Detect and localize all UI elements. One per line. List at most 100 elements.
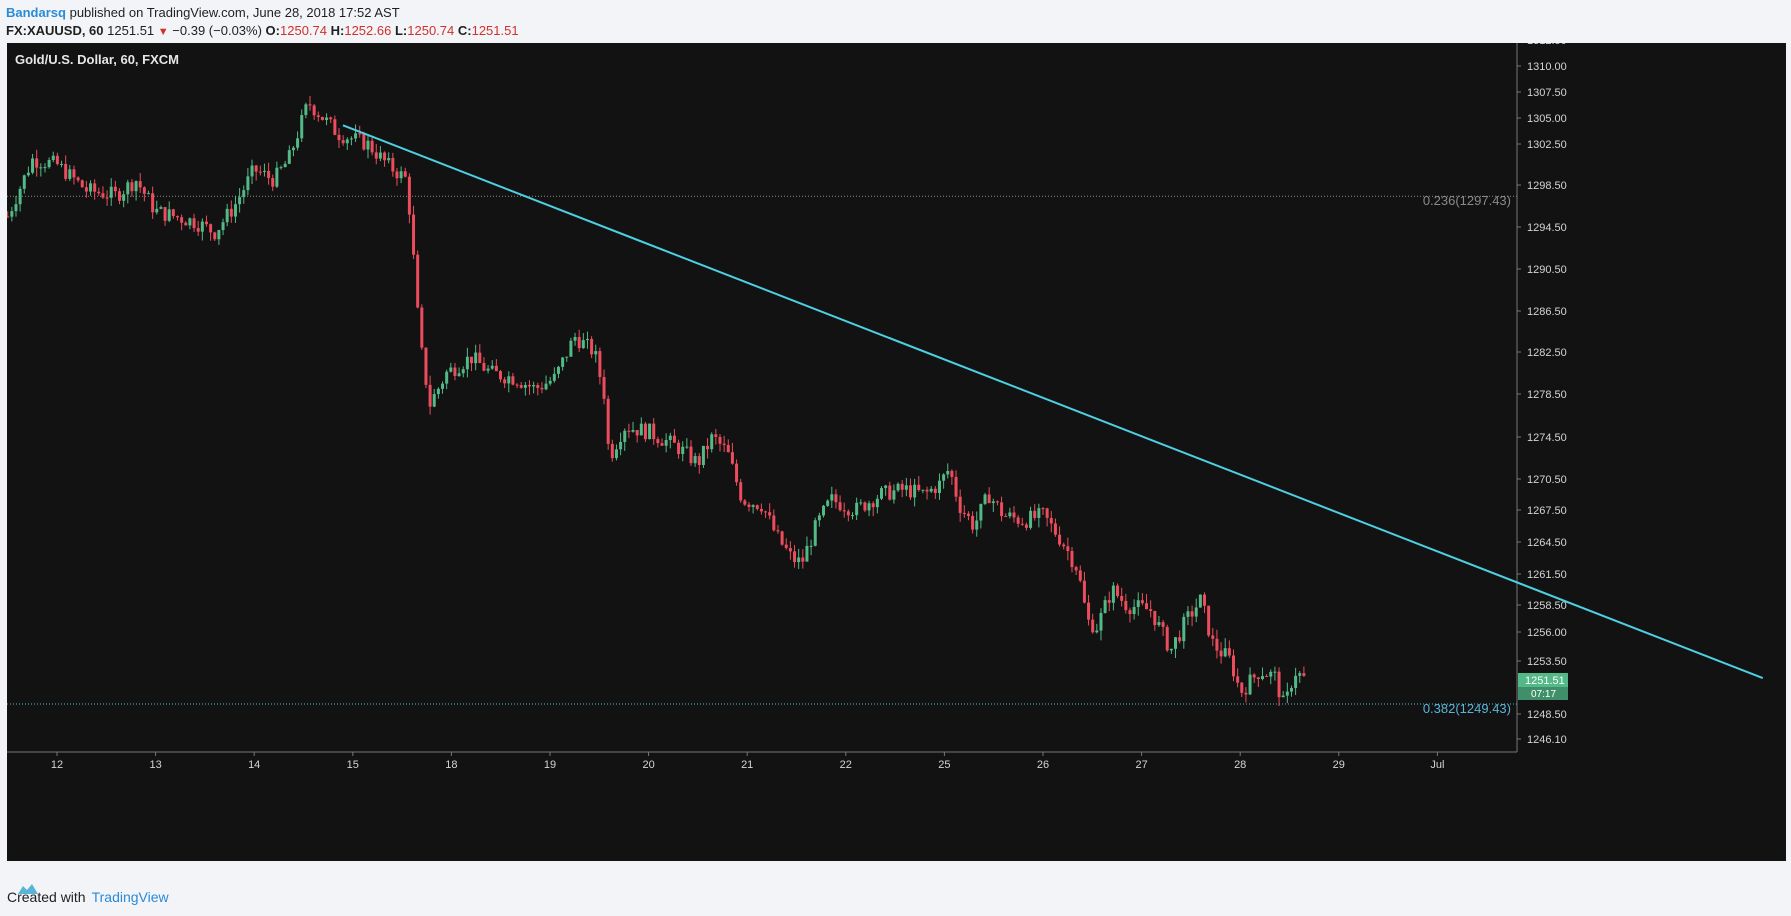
candle-body [1186, 611, 1190, 617]
candle-body [267, 170, 271, 179]
candle-body [192, 218, 196, 229]
candle-body [304, 104, 308, 116]
candle-body [958, 496, 962, 513]
candle-body [134, 181, 138, 192]
candle-body [1120, 595, 1124, 601]
candle-body [84, 187, 88, 192]
candle-body [975, 520, 979, 530]
candle-body [441, 383, 445, 389]
candle-body [652, 423, 656, 440]
candle-body [892, 490, 896, 500]
candle-body [548, 380, 552, 384]
y-tick-label: 1261.50 [1527, 569, 1567, 581]
tradingview-brand-link[interactable]: TradingView [91, 889, 169, 905]
candle-body [1174, 637, 1178, 649]
candle-body [1128, 610, 1132, 615]
candle-body [544, 383, 548, 390]
chart-area[interactable]: 1312.50 1310.00 1307.50 1305.00 1302.50 1298.… [7, 43, 1786, 861]
candle-body [822, 505, 826, 516]
candle-body [428, 384, 432, 407]
candle-body [929, 488, 933, 492]
close-value: 1251.51 [471, 23, 519, 38]
candle-body [610, 443, 614, 459]
y-tick-label: 1282.50 [1527, 347, 1567, 359]
candle-body [697, 456, 701, 466]
candle-body [113, 186, 117, 192]
candle-body [1078, 570, 1082, 581]
candle-body [180, 217, 184, 223]
candle-body [639, 423, 643, 436]
candle-body [1281, 695, 1285, 698]
candle-body [291, 147, 295, 151]
candle-body [532, 385, 536, 387]
candle-body [991, 501, 995, 504]
candle-body [685, 446, 689, 448]
last-price: 1251.51 [107, 23, 155, 38]
candle-body [817, 515, 821, 521]
chart-title: Gold/U.S. Dollar, 60, FXCM [15, 52, 179, 67]
candle-body [68, 169, 72, 179]
candle-body [693, 456, 697, 464]
candle-body [908, 485, 912, 498]
y-tick-label: 1294.50 [1527, 222, 1567, 234]
candle-body [966, 513, 970, 516]
candle-body [1285, 691, 1289, 696]
candle-body [499, 371, 503, 380]
candle-body [788, 547, 792, 552]
fib-level-label: 0.382(1249.43) [1423, 701, 1511, 716]
candle-body [950, 470, 954, 477]
candle-body [1000, 502, 1004, 517]
candle-body [1289, 687, 1293, 692]
candle-body [163, 207, 167, 221]
candle-body [1198, 594, 1202, 608]
candle-body [851, 515, 855, 517]
candle-body [47, 160, 51, 168]
high-label: H: [330, 23, 345, 38]
candle-body [465, 356, 469, 370]
candle-body [942, 474, 946, 481]
candle-body [287, 150, 291, 164]
high-value: 1252.66 [344, 23, 392, 38]
candle-body [1095, 630, 1099, 633]
candle-body [105, 197, 109, 199]
candle-body [312, 105, 316, 116]
candle-body [76, 177, 80, 181]
candle-body [26, 172, 30, 176]
candle-body [130, 182, 134, 192]
author-link[interactable]: Bandarsq [6, 5, 66, 20]
candle-body [511, 376, 515, 385]
candle-body [470, 356, 474, 364]
candle-body [337, 134, 341, 141]
candle-body [213, 232, 217, 240]
candle-body [1087, 602, 1091, 620]
candle-body [565, 356, 569, 358]
candle-body [399, 171, 403, 179]
candle-body [51, 155, 55, 161]
candle-body [619, 441, 623, 450]
candle-body [1058, 534, 1062, 545]
candle-body [147, 193, 151, 195]
candle-body [403, 171, 407, 177]
candle-body [859, 502, 863, 504]
candle-body [362, 133, 366, 150]
x-tick-label: 27 [1135, 759, 1147, 771]
candle-body [838, 502, 842, 511]
candle-body [623, 430, 627, 442]
symbol-label: FX:XAUUSD, 60 [6, 23, 104, 38]
x-tick-label: 19 [544, 759, 556, 771]
candle-body [519, 385, 523, 388]
candle-body [18, 188, 22, 205]
candle-body [648, 423, 652, 440]
candlestick-chart[interactable]: 1312.50 1310.00 1307.50 1305.00 1302.50 1298.… [7, 43, 1786, 861]
trendline[interactable] [342, 124, 1764, 680]
candle-body [221, 222, 225, 231]
y-tick-label: 1258.50 [1527, 600, 1567, 612]
candle-body [556, 366, 560, 374]
candle-body [656, 439, 660, 444]
candle-body [706, 445, 710, 450]
x-tick-label: 20 [642, 759, 654, 771]
candle-body [503, 379, 507, 384]
candle-body [1165, 626, 1169, 651]
candle-body [1008, 512, 1012, 517]
candle-body [1277, 671, 1281, 698]
